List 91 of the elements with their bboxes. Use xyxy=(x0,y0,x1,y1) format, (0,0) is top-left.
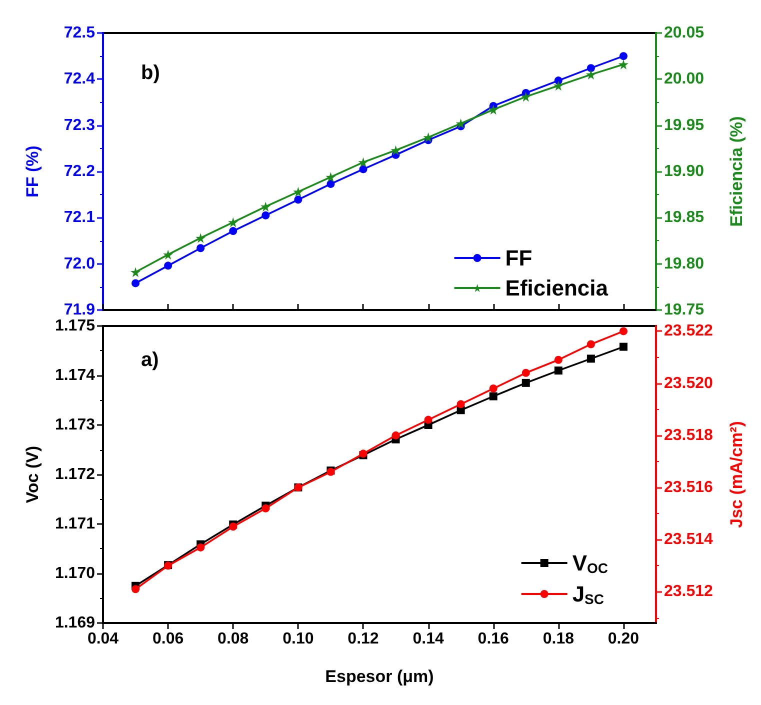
point xyxy=(489,392,498,400)
point xyxy=(390,145,401,156)
point xyxy=(456,118,466,128)
y-tick-label: 1.169 xyxy=(54,614,96,632)
point xyxy=(619,342,628,351)
point xyxy=(229,522,238,531)
point xyxy=(326,180,335,188)
point xyxy=(294,196,302,204)
point xyxy=(132,279,140,288)
y-tick-label: 72.4 xyxy=(64,70,96,88)
y2-tick-label: 20.05 xyxy=(664,24,704,42)
legend-label: JSC xyxy=(572,582,604,607)
annotation: a) xyxy=(141,349,159,371)
y2-tick-label: 19.75 xyxy=(664,302,704,318)
point xyxy=(520,92,531,102)
x-tick-label: 0.10 xyxy=(282,630,314,648)
y2-tick-label: 19.90 xyxy=(664,163,704,180)
point xyxy=(359,165,368,174)
point xyxy=(392,431,400,440)
y2-tick-label: 23.512 xyxy=(664,583,714,600)
point xyxy=(554,356,562,364)
y-tick-label: 1.170 xyxy=(54,565,96,582)
y-tick-label: 72.3 xyxy=(64,116,96,134)
y-tick-label: 72.1 xyxy=(64,209,96,226)
y-tick-label: 1.172 xyxy=(54,466,96,483)
point xyxy=(260,202,271,212)
point xyxy=(554,76,562,85)
point xyxy=(586,340,595,348)
point xyxy=(553,80,564,91)
y2-tick-label: 23.520 xyxy=(664,374,714,392)
point xyxy=(326,172,336,182)
y2-tick-label: 23.514 xyxy=(664,531,714,548)
y-axis-title: Voc (V) xyxy=(23,446,42,504)
point xyxy=(293,186,304,197)
x-tick-label: 0.20 xyxy=(608,630,640,648)
point xyxy=(554,366,562,375)
y2-axis-title: Eficiencia (%) xyxy=(727,116,746,227)
x-tick-label: 0.16 xyxy=(478,630,510,648)
x-tick-label: 0.04 xyxy=(87,630,119,648)
point xyxy=(130,267,141,278)
point xyxy=(164,262,172,270)
legend-label: Eficiencia xyxy=(505,276,609,300)
y-tick-label: 1.173 xyxy=(54,416,96,434)
x-tick-label: 0.18 xyxy=(542,630,574,648)
y-tick-label: 1.174 xyxy=(54,367,96,384)
point xyxy=(522,368,530,377)
point xyxy=(586,70,596,80)
point xyxy=(196,244,205,252)
point xyxy=(163,250,174,260)
point xyxy=(619,327,628,336)
point xyxy=(262,211,270,220)
y2-tick-label: 23.518 xyxy=(664,426,714,444)
point xyxy=(423,132,434,142)
y-tick-label: 1.175 xyxy=(54,318,96,334)
x-tick-label: 0.12 xyxy=(348,630,379,648)
annotation: b) xyxy=(141,62,160,84)
point xyxy=(424,416,432,424)
x-tick-label: 0.08 xyxy=(218,630,249,648)
y2-tick-label: 19.95 xyxy=(664,116,704,134)
point xyxy=(489,384,498,393)
y2-axis-title: Jsc (mA/cm²) xyxy=(727,421,746,528)
y2-tick-label: 19.85 xyxy=(664,209,704,226)
point xyxy=(228,217,238,228)
point xyxy=(618,59,628,70)
point xyxy=(488,104,498,115)
y-axis-title: FF (%) xyxy=(23,146,42,198)
x-tick-label: 0.14 xyxy=(412,630,444,648)
y2-tick-label: 20.00 xyxy=(664,70,704,88)
point xyxy=(522,378,530,387)
point xyxy=(196,543,205,552)
legend-label: VOC xyxy=(572,550,608,576)
legend-label: FF xyxy=(505,246,532,270)
x-axis-title: Espesor (μm) xyxy=(325,667,434,686)
y-tick-label: 72.2 xyxy=(64,163,96,180)
point xyxy=(229,227,238,236)
y2-tick-label: 23.522 xyxy=(664,322,714,340)
point xyxy=(196,232,206,243)
point xyxy=(262,504,270,512)
point xyxy=(358,157,368,168)
point xyxy=(456,400,465,408)
point xyxy=(132,585,140,594)
point xyxy=(586,354,595,363)
y2-tick-label: 19.80 xyxy=(664,255,704,272)
x-tick-label: 0.06 xyxy=(152,630,184,648)
y2-tick-label: 23.516 xyxy=(664,479,714,496)
y-tick-label: 72.5 xyxy=(64,24,96,42)
y-tick-label: 71.9 xyxy=(64,302,96,318)
point xyxy=(619,52,628,60)
point xyxy=(586,64,595,72)
y-tick-label: 1.171 xyxy=(54,516,96,532)
y-tick-label: 72.0 xyxy=(64,255,96,272)
